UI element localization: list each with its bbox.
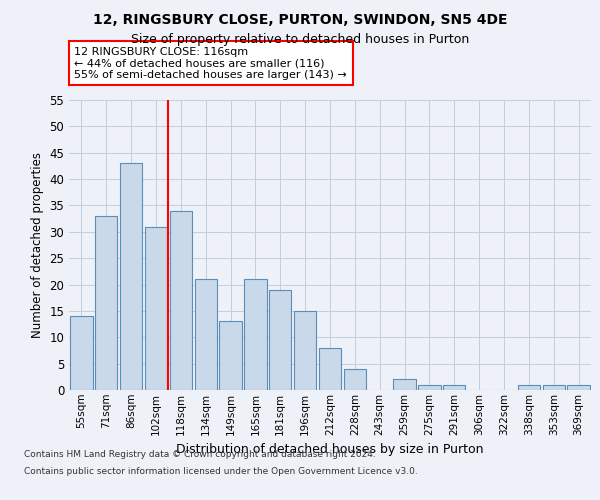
Bar bbox=[170, 210, 192, 390]
Bar bbox=[194, 280, 217, 390]
Text: Contains HM Land Registry data © Crown copyright and database right 2024.: Contains HM Land Registry data © Crown c… bbox=[24, 450, 376, 459]
Text: 12, RINGSBURY CLOSE, PURTON, SWINDON, SN5 4DE: 12, RINGSBURY CLOSE, PURTON, SWINDON, SN… bbox=[93, 12, 507, 26]
Text: Size of property relative to detached houses in Purton: Size of property relative to detached ho… bbox=[131, 32, 469, 46]
Bar bbox=[145, 226, 167, 390]
Bar bbox=[443, 384, 466, 390]
Bar bbox=[418, 384, 440, 390]
X-axis label: Distribution of detached houses by size in Purton: Distribution of detached houses by size … bbox=[176, 443, 484, 456]
Bar bbox=[220, 322, 242, 390]
Bar bbox=[542, 384, 565, 390]
Bar bbox=[394, 380, 416, 390]
Bar bbox=[120, 164, 142, 390]
Text: Contains public sector information licensed under the Open Government Licence v3: Contains public sector information licen… bbox=[24, 468, 418, 476]
Bar bbox=[319, 348, 341, 390]
Bar bbox=[344, 369, 366, 390]
Y-axis label: Number of detached properties: Number of detached properties bbox=[31, 152, 44, 338]
Text: 12 RINGSBURY CLOSE: 116sqm
← 44% of detached houses are smaller (116)
55% of sem: 12 RINGSBURY CLOSE: 116sqm ← 44% of deta… bbox=[74, 46, 347, 80]
Bar bbox=[269, 290, 292, 390]
Bar bbox=[518, 384, 540, 390]
Bar bbox=[568, 384, 590, 390]
Bar bbox=[294, 311, 316, 390]
Bar bbox=[95, 216, 118, 390]
Bar bbox=[244, 280, 266, 390]
Bar bbox=[70, 316, 92, 390]
